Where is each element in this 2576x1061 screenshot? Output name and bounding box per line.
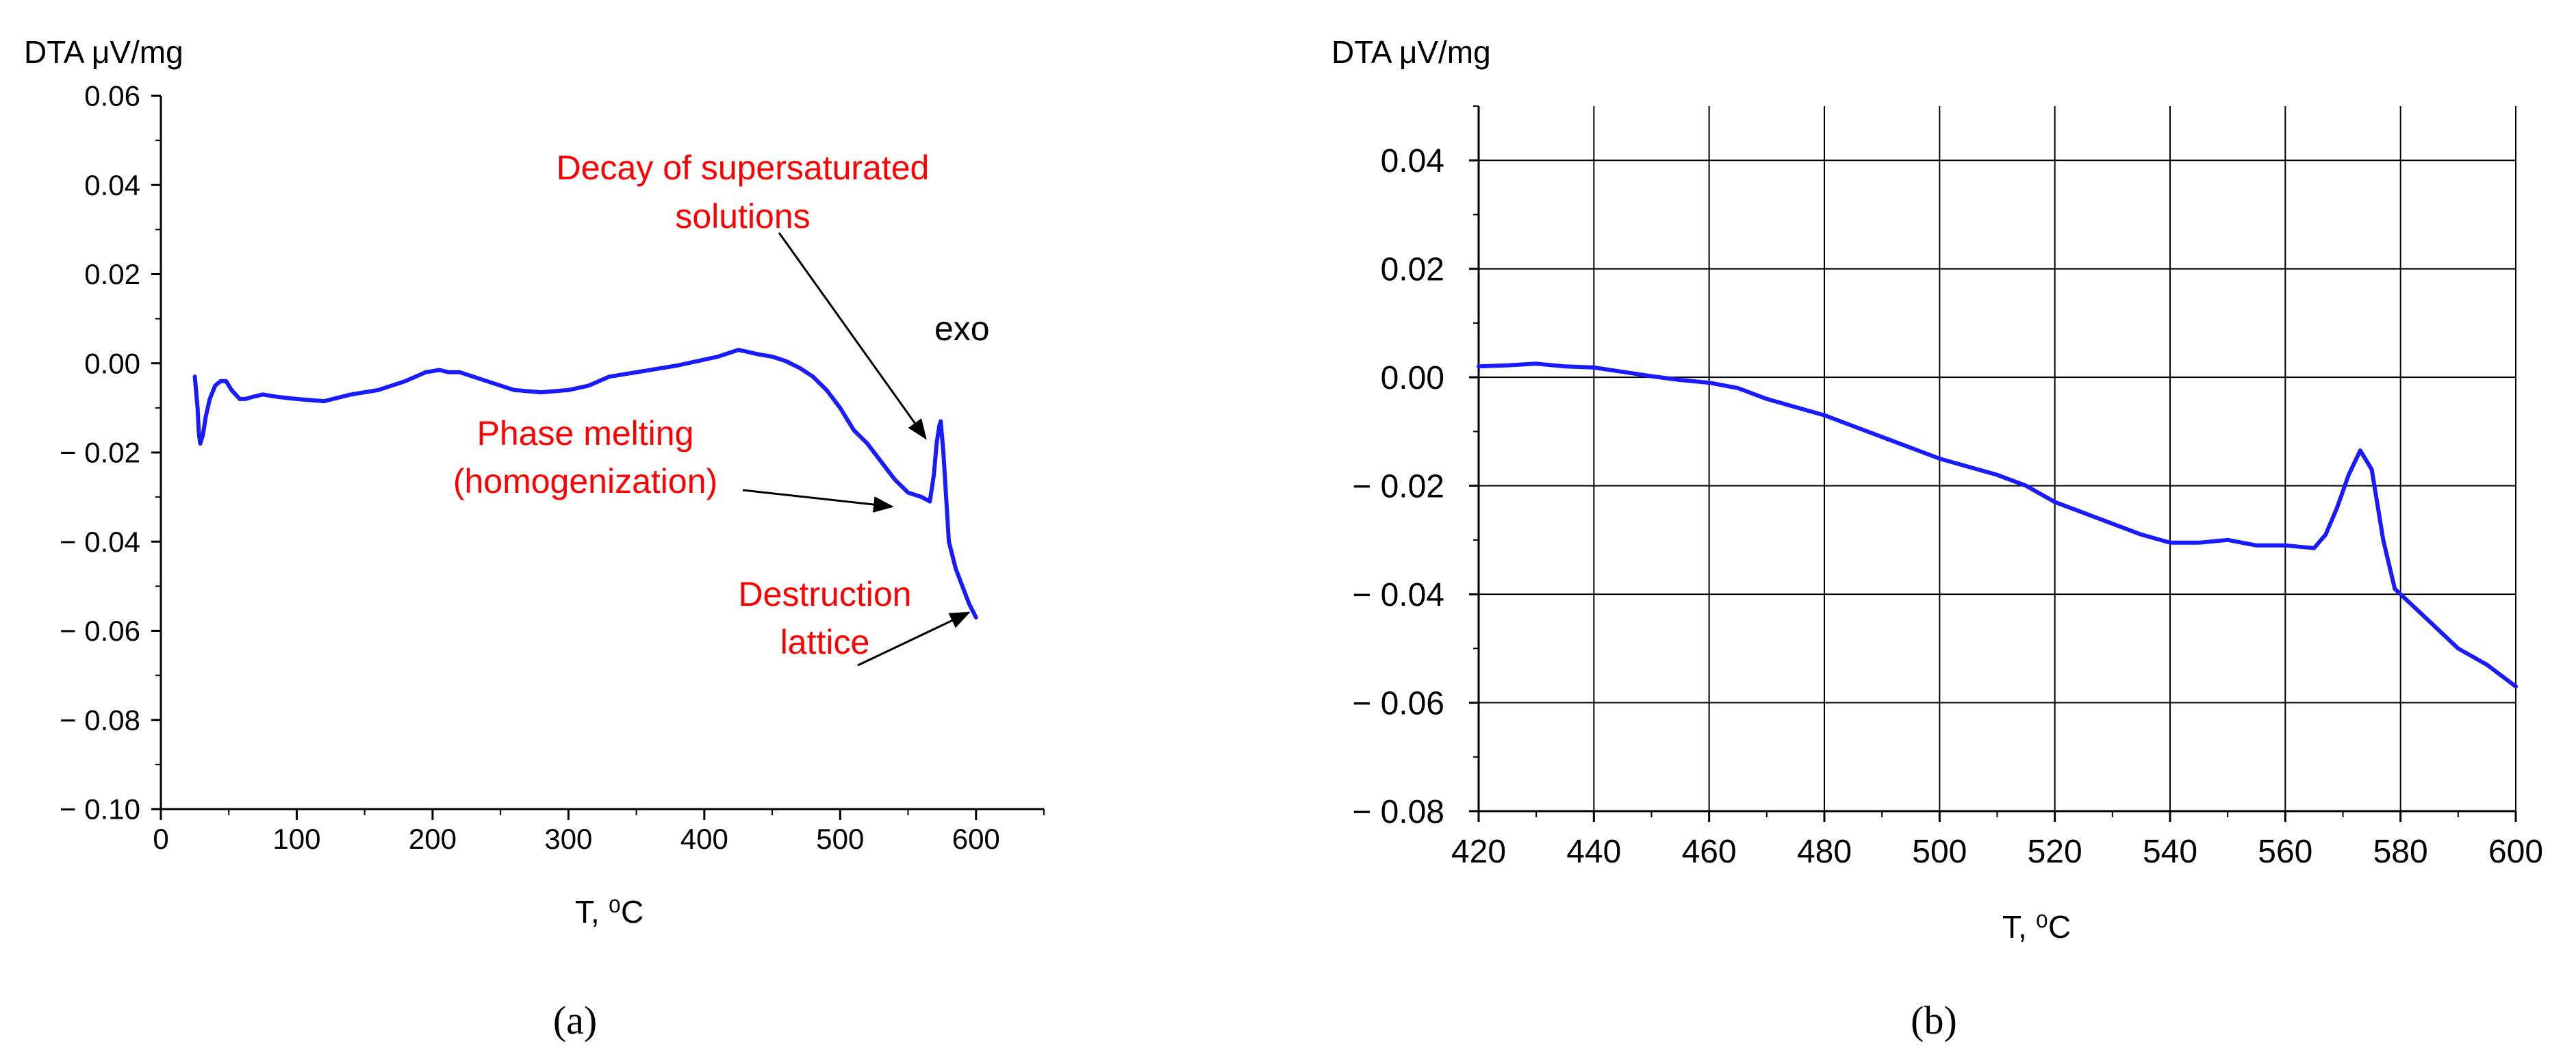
y-tick-label: 0.06 xyxy=(84,80,140,112)
y-tick-label: 0.04 xyxy=(84,169,140,201)
x-tick-label: 200 xyxy=(409,823,457,855)
y-tick-label: − 0.04 xyxy=(60,526,140,558)
x-tick-label: 0 xyxy=(153,823,168,855)
x-tick-label: 520 xyxy=(2028,834,2082,870)
y-tick-label: − 0.04 xyxy=(1352,577,1444,613)
annotation-destruction-arrow xyxy=(857,611,971,667)
panel-a: DTA μV/mg − 0.10 − 0.08 − 0.06 − 0.04 − 0.02… xyxy=(24,34,1045,1043)
panel-a-y-ticks: − 0.10 − 0.08 − 0.06 − 0.04 − 0.02 0.00 0.02 0.… xyxy=(60,80,161,826)
x-tick-label: 600 xyxy=(952,823,1000,855)
panel-b: DTA μV/mg − 0.08 − 0.06 − 0.04 − 0.02 0.00 0.… xyxy=(1331,34,2543,1043)
x-tick-label: 600 xyxy=(2488,834,2543,870)
x-tick-label: 420 xyxy=(1451,834,1506,870)
annotation-decay-arrow xyxy=(778,232,927,440)
x-tick-label: 560 xyxy=(2258,834,2312,870)
panel-b-y-ticks: − 0.08 − 0.06 − 0.04 − 0.02 0.00 0.02 0.04 xyxy=(1352,105,1479,830)
y-tick-label: 0.00 xyxy=(84,347,140,379)
annotation-phase-arrow xyxy=(742,489,894,513)
panel-b-caption: (b) xyxy=(1911,998,1957,1043)
panel-a-caption: (a) xyxy=(553,998,597,1043)
y-tick-label: 0.02 xyxy=(84,258,140,290)
y-tick-label: 0.00 xyxy=(1381,360,1444,396)
panel-a-dta-curve xyxy=(192,348,978,619)
x-tick-label: 540 xyxy=(2143,834,2197,870)
panel-a-axes xyxy=(160,96,1044,810)
y-tick-label: − 0.06 xyxy=(1352,685,1444,721)
x-tick-label: 480 xyxy=(1797,834,1852,870)
x-tick-label: 460 xyxy=(1682,834,1737,870)
x-tick-label: 100 xyxy=(272,823,320,855)
y-tick-label: − 0.10 xyxy=(60,793,140,826)
annotation-decay-line2: solutions xyxy=(675,197,810,235)
x-tick-label: 400 xyxy=(680,823,728,855)
y-tick-label: − 0.08 xyxy=(60,704,140,736)
annotation-decay-line1: Decay of supersaturated xyxy=(557,149,930,187)
x-tick-label: 300 xyxy=(544,823,592,855)
panel-a-xlabel: T, ⁰C xyxy=(575,894,643,930)
y-tick-label: − 0.02 xyxy=(60,437,140,469)
panel-b-x-ticks: 420 440 460 480 500 520 540 560 580 600 xyxy=(1451,811,2543,870)
annotation-destruction-line1: Destruction xyxy=(739,575,912,613)
panel-b-xlabel: T, ⁰C xyxy=(2002,909,2071,945)
panel-a-x-ticks: 0 100 200 300 400 500 600 xyxy=(153,809,1045,855)
y-tick-label: − 0.02 xyxy=(1352,468,1444,504)
x-tick-label: 580 xyxy=(2373,834,2428,870)
panel-b-grid xyxy=(1479,106,2516,811)
x-tick-label: 440 xyxy=(1566,834,1621,870)
panel-a-ylabel: DTA μV/mg xyxy=(24,34,183,70)
annotation-phase-line1: Phase melting xyxy=(477,414,694,452)
annotation-phase-line2: (homogenization) xyxy=(453,462,717,500)
y-tick-label: − 0.06 xyxy=(60,615,140,647)
panel-b-axes xyxy=(1477,106,2516,813)
panel-b-ylabel: DTA μV/mg xyxy=(1331,34,1491,70)
annotation-exo: exo xyxy=(934,309,990,348)
x-tick-label: 500 xyxy=(816,823,864,855)
panel-b-dta-curve xyxy=(1477,361,2518,689)
x-tick-label: 500 xyxy=(1912,834,1967,870)
y-tick-label: 0.02 xyxy=(1381,251,1444,287)
annotation-destruction-line2: lattice xyxy=(780,623,870,661)
y-tick-label: 0.04 xyxy=(1381,143,1444,179)
y-tick-label: − 0.08 xyxy=(1352,794,1444,830)
